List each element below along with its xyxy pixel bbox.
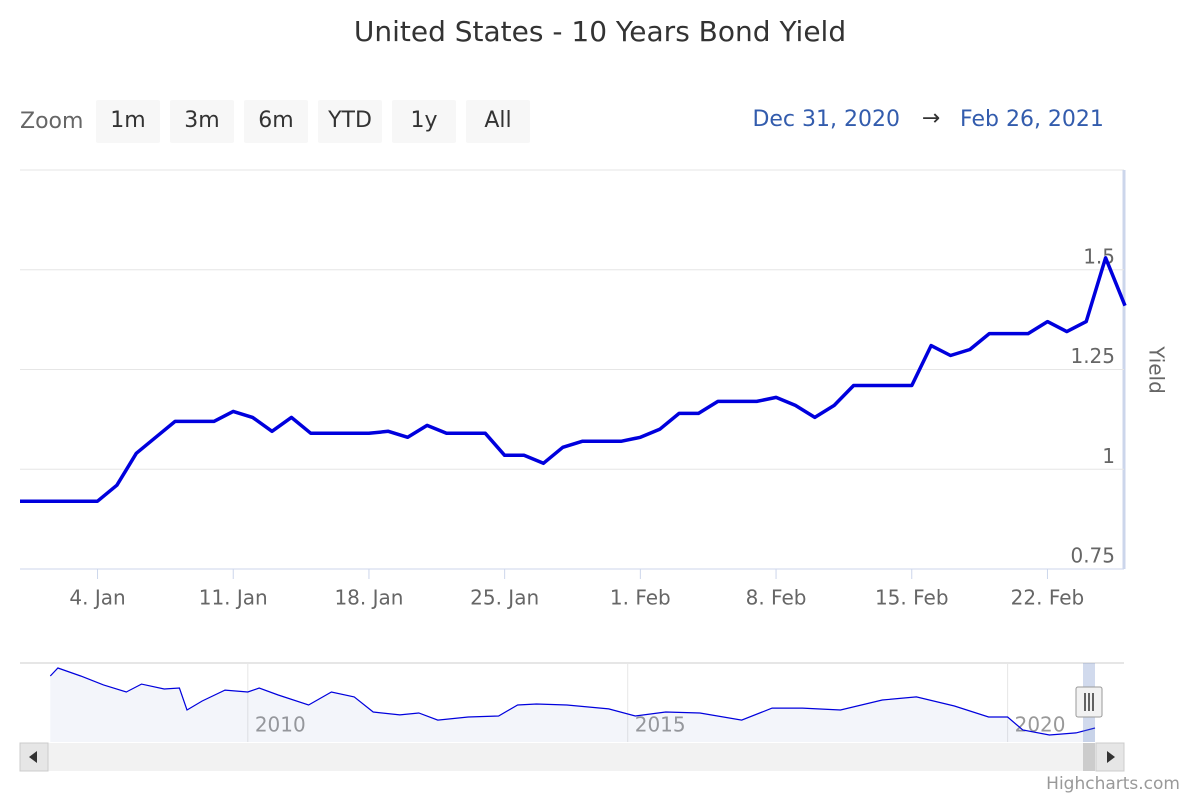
zoom-button-label[interactable]: YTD — [327, 108, 372, 133]
range-from[interactable]: Dec 31, 2020 — [752, 107, 900, 132]
zoom-button-label[interactable]: All — [484, 108, 511, 133]
scrollbar-left-arrow — [29, 751, 37, 763]
zoom-button-label[interactable]: 1m — [110, 108, 145, 133]
scrollbar-left-button[interactable] — [19, 742, 49, 772]
x-tick-label: 11. Jan — [199, 586, 268, 610]
zoom-button-label[interactable]: 1y — [410, 108, 437, 133]
zoom-button-label[interactable]: 3m — [184, 108, 219, 133]
navigator-tick-label: 2010 — [255, 713, 306, 737]
zoom-button[interactable] — [96, 100, 160, 143]
scrollbar-track[interactable] — [20, 743, 1124, 771]
zoom-button[interactable] — [466, 100, 530, 143]
y-axis-title: Yield — [1145, 345, 1169, 394]
zoom-button-label[interactable]: 6m — [258, 108, 293, 133]
zoom-label: Zoom — [20, 109, 83, 134]
x-tick-label: 15. Feb — [875, 586, 949, 610]
series-line — [20, 256, 1127, 503]
credit[interactable]: Highcharts.com — [1046, 774, 1180, 794]
x-tick-label: 4. Jan — [69, 586, 125, 610]
y-tick-label: 1.25 — [1070, 344, 1115, 368]
scrollbar-thumb[interactable] — [1083, 743, 1095, 771]
x-tick-label: 8. Feb — [746, 586, 807, 610]
zoom-button[interactable] — [244, 100, 308, 143]
scrollbar-right-arrow — [1107, 751, 1115, 763]
range-arrow: → — [922, 106, 940, 131]
zoom-button[interactable] — [392, 100, 456, 143]
zoom-button[interactable] — [170, 100, 234, 143]
chart-title: United States - 10 Years Bond Yield — [354, 15, 846, 48]
x-tick-label: 22. Feb — [1011, 586, 1085, 610]
x-tick-label: 25. Jan — [470, 586, 539, 610]
navigator-tick-label: 2015 — [635, 713, 686, 737]
y-tick-label: 0.75 — [1070, 544, 1115, 568]
navigator-tick-label: 2020 — [1015, 713, 1066, 737]
x-tick-label: 18. Jan — [334, 586, 403, 610]
range-to[interactable]: Feb 26, 2021 — [960, 107, 1104, 132]
x-tick-label: 1. Feb — [610, 586, 671, 610]
navigator-line — [49, 667, 1096, 736]
zoom-button[interactable] — [318, 100, 382, 143]
navigator-area — [50, 668, 1095, 742]
y-tick-label: 1 — [1102, 444, 1115, 468]
